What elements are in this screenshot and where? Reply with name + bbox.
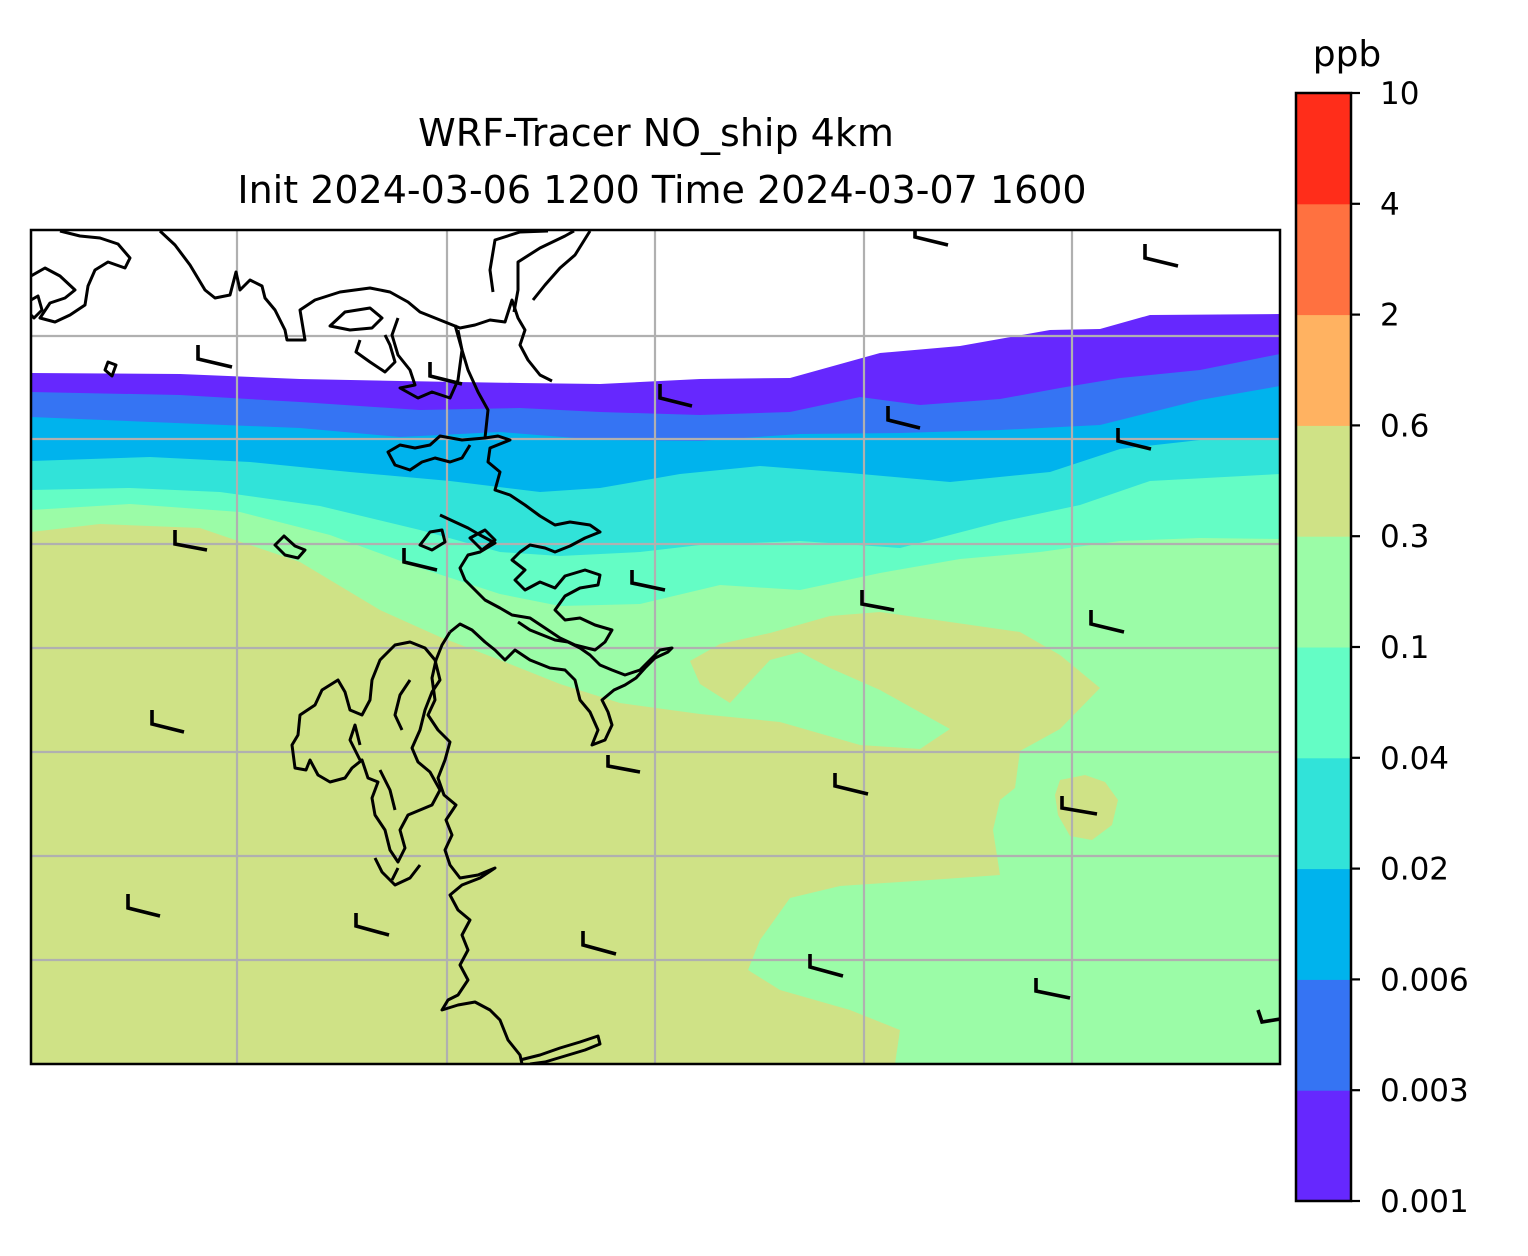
wind-barb	[354, 913, 390, 937]
coastline-north-islet	[328, 306, 384, 332]
colorbar: ppb 0.001 0.003 0.006 0.02 0.04 0.1 0.3 0.6 2 4 10	[1294, 34, 1469, 1220]
wind-barb	[126, 894, 161, 918]
coastlines	[31, 230, 674, 1064]
coastline-central-fjord	[439, 329, 614, 652]
coastline-islands-south	[373, 857, 422, 887]
colorbar-band	[1296, 979, 1351, 1091]
wind-barb	[1116, 428, 1152, 451]
colorbar-tick-label: 4	[1380, 187, 1400, 223]
map-frame	[29, 228, 1282, 1066]
colorbar-band	[1296, 425, 1351, 537]
map-panel	[31, 230, 1280, 1064]
wind-barb	[1256, 1009, 1280, 1025]
colorbar-tick-label: 2	[1380, 298, 1400, 334]
coastline-islands-west-inner	[348, 679, 412, 811]
colorbar-tick-label: 0.6	[1380, 408, 1429, 444]
wind-barb	[833, 773, 869, 796]
wind-barb	[1089, 610, 1125, 634]
colorbar-band	[1296, 536, 1351, 648]
coastline-west-bay	[386, 434, 486, 472]
colorbar-tick-label: 0.02	[1380, 852, 1449, 888]
coastline-northwest	[31, 230, 132, 324]
wind-barb	[196, 345, 233, 369]
colorbar-band	[1296, 757, 1351, 870]
coastline-south-coast	[426, 631, 524, 1064]
wind-barbs	[126, 231, 1280, 1025]
colorbar-tick-label: 0.04	[1380, 741, 1449, 777]
colorbar-tick-label: 0.3	[1380, 519, 1429, 555]
gridlines	[31, 230, 1280, 1064]
wind-barb	[808, 954, 844, 978]
colorbar-band	[1296, 203, 1351, 316]
colorbar-tick-label: 0.1	[1380, 630, 1429, 666]
colorbar-unit-label: ppb	[1313, 34, 1382, 75]
coastline-islet-2	[273, 534, 307, 560]
colorbar-tick-label: 0.006	[1380, 962, 1469, 998]
colorbar-tick-label: 0.003	[1380, 1073, 1469, 1109]
colorbar-band	[1296, 314, 1351, 426]
wind-barb	[886, 406, 921, 430]
coastline-north-fjord	[488, 230, 592, 313]
title-line-2: Init 2024-03-06 1200 Time 2024-03-07 160…	[237, 168, 1086, 212]
wind-barb	[630, 570, 666, 592]
coastline-northwest-islet	[31, 294, 44, 320]
wind-barb	[1034, 978, 1071, 1000]
coastline-islet-3	[418, 528, 447, 552]
colorbar-band	[1296, 647, 1351, 759]
colorbar-band	[1296, 868, 1351, 980]
colorbar-tick-label: 0.001	[1380, 1184, 1469, 1220]
coastline-islet-4	[468, 528, 497, 552]
wind-barb	[913, 231, 949, 247]
wind-barb	[1143, 244, 1179, 268]
wind-barb	[606, 755, 641, 774]
colorbar-bands	[1296, 93, 1351, 1202]
coastline-islands-west	[290, 640, 442, 864]
coastline-peninsula	[354, 317, 464, 400]
colorbar-ticks: 0.001 0.003 0.006 0.02 0.04 0.1 0.3 0.6 2 4 10	[1351, 76, 1469, 1220]
wind-barb	[1060, 796, 1098, 816]
title-line-1: WRF-Tracer NO_ship 4km	[418, 111, 894, 155]
colorbar-band	[1296, 1090, 1351, 1202]
wind-barb	[150, 710, 185, 734]
wind-barb	[428, 362, 463, 386]
wind-barb	[581, 931, 617, 956]
colorbar-tick-label: 10	[1380, 76, 1419, 112]
coastline-south-tip	[519, 1034, 602, 1064]
coastline-islet-1	[103, 360, 118, 378]
band-0.3-0.6-island	[1055, 775, 1118, 840]
wind-barb	[173, 530, 208, 552]
wind-barb	[402, 548, 438, 572]
wind-barb	[860, 590, 895, 612]
colorbar-band	[1296, 93, 1351, 205]
coastline-south-fjord	[449, 620, 674, 747]
band-0.3-0.6	[31, 524, 1100, 1064]
wind-barb	[658, 384, 693, 408]
